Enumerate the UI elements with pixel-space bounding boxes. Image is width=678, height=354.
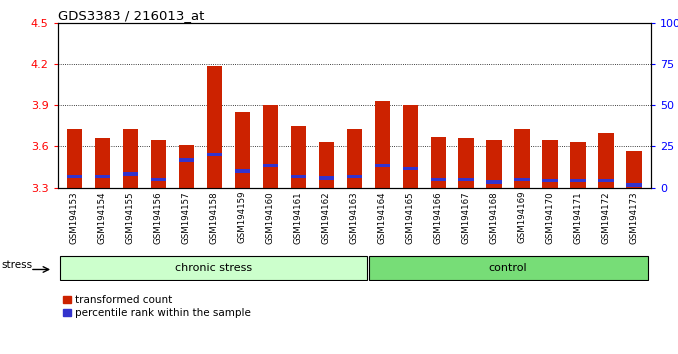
- Text: GSM194160: GSM194160: [266, 191, 275, 244]
- Text: GSM194171: GSM194171: [574, 191, 582, 244]
- Bar: [346, 129, 362, 188]
- Bar: [374, 101, 390, 188]
- Bar: [262, 164, 278, 167]
- Text: GSM194158: GSM194158: [210, 191, 219, 244]
- Text: GSM194165: GSM194165: [405, 191, 415, 244]
- Bar: [66, 129, 82, 188]
- Text: GSM194166: GSM194166: [434, 191, 443, 244]
- Text: GSM194164: GSM194164: [378, 191, 386, 244]
- Bar: [235, 112, 250, 188]
- FancyBboxPatch shape: [60, 256, 367, 280]
- Text: GSM194153: GSM194153: [70, 191, 79, 244]
- Bar: [542, 179, 558, 182]
- Bar: [123, 172, 138, 176]
- Text: GSM194161: GSM194161: [294, 191, 303, 244]
- Bar: [291, 175, 306, 178]
- Text: GSM194170: GSM194170: [546, 191, 555, 244]
- Bar: [626, 183, 642, 187]
- Text: GSM194169: GSM194169: [518, 191, 527, 244]
- Text: GSM194167: GSM194167: [462, 191, 471, 244]
- Bar: [291, 126, 306, 188]
- Bar: [207, 153, 222, 156]
- Bar: [599, 179, 614, 182]
- Bar: [151, 178, 166, 181]
- Bar: [431, 137, 446, 188]
- Bar: [487, 139, 502, 188]
- Bar: [151, 139, 166, 188]
- Text: GSM194155: GSM194155: [126, 191, 135, 244]
- Bar: [458, 178, 474, 181]
- Text: GSM194173: GSM194173: [630, 191, 639, 244]
- Text: GSM194156: GSM194156: [154, 191, 163, 244]
- Bar: [458, 138, 474, 188]
- Bar: [235, 170, 250, 173]
- Bar: [542, 139, 558, 188]
- Text: GSM194162: GSM194162: [322, 191, 331, 244]
- Bar: [123, 129, 138, 188]
- Bar: [95, 138, 110, 188]
- Text: GSM194172: GSM194172: [601, 191, 611, 244]
- Bar: [66, 175, 82, 178]
- Bar: [403, 167, 418, 170]
- Text: GDS3383 / 216013_at: GDS3383 / 216013_at: [58, 9, 204, 22]
- Bar: [403, 105, 418, 188]
- Bar: [262, 105, 278, 188]
- FancyBboxPatch shape: [369, 256, 647, 280]
- Bar: [207, 65, 222, 188]
- Bar: [179, 145, 194, 188]
- Text: stress: stress: [1, 260, 33, 270]
- Text: chronic stress: chronic stress: [175, 263, 252, 273]
- Bar: [95, 175, 110, 178]
- Bar: [515, 129, 530, 188]
- Text: GSM194157: GSM194157: [182, 191, 191, 244]
- Text: GSM194168: GSM194168: [490, 191, 499, 244]
- Bar: [346, 175, 362, 178]
- Bar: [319, 142, 334, 188]
- Bar: [179, 159, 194, 162]
- Bar: [487, 181, 502, 184]
- Bar: [374, 164, 390, 167]
- Bar: [431, 178, 446, 181]
- Legend: transformed count, percentile rank within the sample: transformed count, percentile rank withi…: [63, 296, 252, 318]
- Text: GSM194159: GSM194159: [238, 191, 247, 244]
- Bar: [515, 178, 530, 181]
- Text: GSM194154: GSM194154: [98, 191, 107, 244]
- Bar: [626, 150, 642, 188]
- Text: control: control: [489, 263, 527, 273]
- Bar: [319, 176, 334, 180]
- Bar: [570, 179, 586, 182]
- Bar: [599, 133, 614, 188]
- Bar: [570, 142, 586, 188]
- Text: GSM194163: GSM194163: [350, 191, 359, 244]
